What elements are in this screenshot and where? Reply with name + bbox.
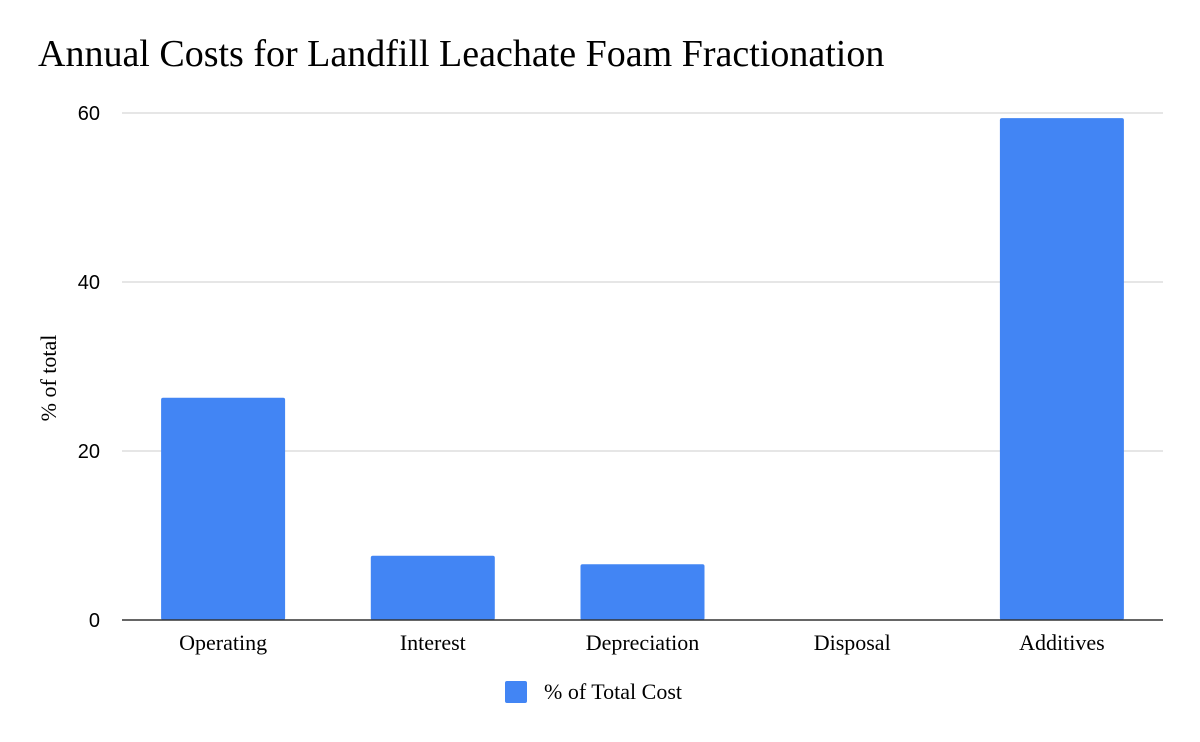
gridlines	[122, 112, 1163, 452]
y-tick-label: 0	[89, 610, 100, 632]
bar	[161, 397, 286, 620]
labels: 0 20 40 60 Operating Interest Depreciation Disp…	[36, 103, 1105, 655]
bar	[999, 118, 1124, 620]
bar	[580, 564, 705, 620]
legend-label: % of Total Cost	[544, 679, 682, 704]
y-tick-label: 20	[78, 441, 100, 463]
x-category-label: Interest	[400, 630, 466, 655]
y-tick-label: 40	[78, 272, 100, 294]
x-category-label: Disposal	[814, 630, 891, 655]
legend: % of Total Cost	[505, 679, 682, 704]
y-tick-label: 60	[78, 103, 100, 125]
x-category-label: Operating	[179, 630, 267, 655]
legend-swatch	[505, 681, 527, 703]
y-axis-title: % of total	[36, 335, 61, 422]
x-category-label: Additives	[1019, 630, 1105, 655]
x-category-label: Depreciation	[586, 630, 700, 655]
bars	[161, 118, 1124, 620]
chart-title: Annual Costs for Landfill Leachate Foam …	[38, 33, 885, 75]
bar	[370, 555, 495, 620]
